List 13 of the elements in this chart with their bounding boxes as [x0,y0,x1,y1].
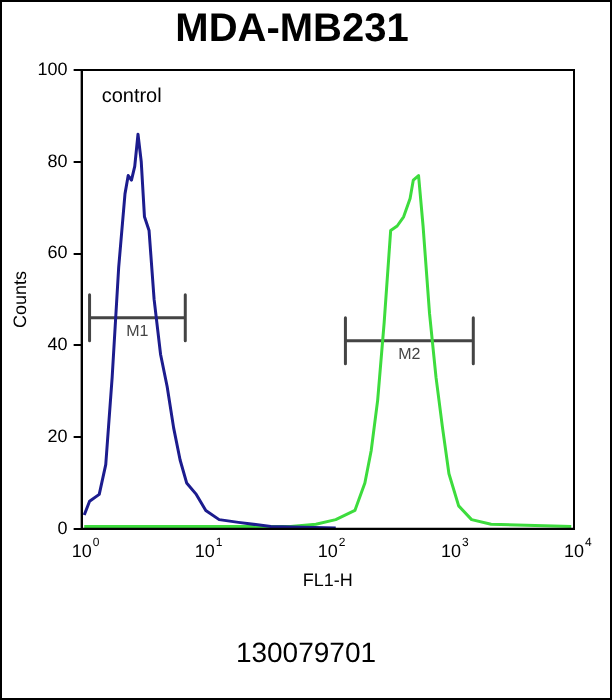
y-axis-title: Counts [9,269,30,328]
annotation: control [101,85,162,108]
y-tick-label: 80 [47,150,68,171]
y-tick-label: 60 [47,242,68,263]
x-axis-title: FL1-H [302,570,353,591]
text: 130079701 [233,636,379,668]
y-tick-label: 20 [47,426,68,447]
series-label: M2 [398,345,422,364]
y-tick-label: 0 [57,517,68,538]
y-tick-label: 100 [37,58,68,79]
y-tick-label: 40 [47,334,68,355]
series-label: M1 [126,322,150,341]
chart-title: MDA-MB231 [175,7,409,52]
